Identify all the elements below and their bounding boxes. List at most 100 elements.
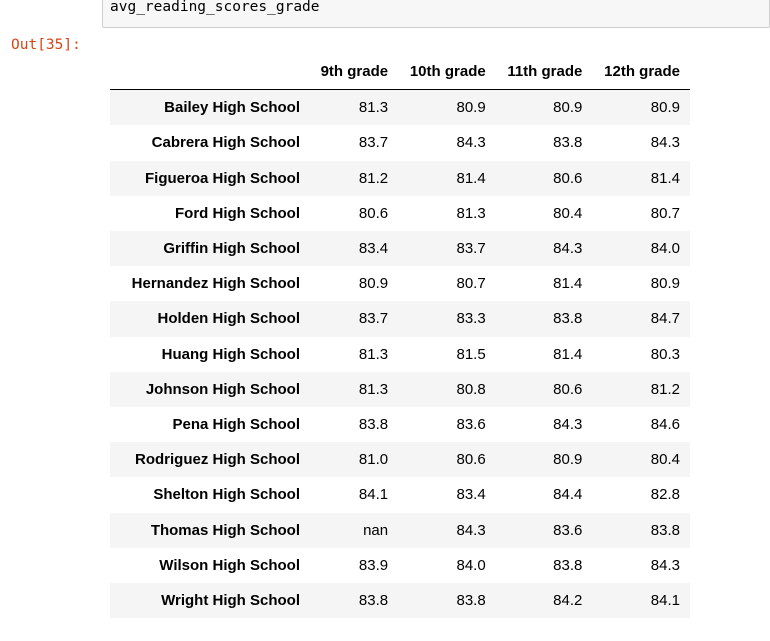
row-index-label: Wright High School bbox=[161, 592, 300, 610]
table-cell: 84.3 bbox=[553, 416, 583, 434]
table-cell: 83.8 bbox=[650, 521, 680, 539]
table-cell: 80.4 bbox=[553, 204, 583, 222]
table-cell: 81.3 bbox=[456, 204, 486, 222]
table-cell: 81.4 bbox=[553, 275, 583, 293]
table-cell: 84.3 bbox=[650, 134, 680, 152]
table-cell: 81.5 bbox=[456, 345, 486, 363]
table-row: Bailey High School 81.3 80.9 80.9 80.9 bbox=[110, 89, 690, 126]
table-cell: 80.8 bbox=[456, 380, 486, 398]
table-cell: 80.3 bbox=[650, 345, 680, 363]
table-cell: 80.6 bbox=[456, 451, 486, 469]
table-cell: 81.2 bbox=[650, 380, 680, 398]
table-row: Rodriguez High School 81.0 80.6 80.9 80.4 bbox=[110, 442, 690, 478]
table-cell: 81.3 bbox=[358, 99, 389, 117]
table-cell: 80.9 bbox=[553, 451, 583, 469]
table-cell: 81.3 bbox=[358, 345, 389, 363]
table-cell: 84.3 bbox=[456, 134, 486, 152]
input-code-text: avg_reading_scores_grade bbox=[110, 0, 320, 15]
table-row: Pena High School 83.8 83.6 84.3 84.6 bbox=[110, 407, 690, 443]
table-cell: 83.8 bbox=[358, 592, 389, 610]
table-cell: 80.9 bbox=[650, 275, 680, 293]
table-cell: 84.1 bbox=[650, 592, 680, 610]
row-index-label: Shelton High School bbox=[153, 486, 300, 504]
code-input-cell[interactable]: avg_reading_scores_grade bbox=[102, 0, 770, 28]
table-header-row: 9th grade 10th grade 11th grade 12th gra… bbox=[110, 54, 690, 91]
table-cell: 83.8 bbox=[553, 556, 583, 574]
row-index-label: Bailey High School bbox=[164, 99, 300, 117]
table-cell: 84.7 bbox=[650, 310, 680, 328]
table-cell: 83.8 bbox=[456, 592, 486, 610]
row-index-label: Holden High School bbox=[157, 310, 301, 328]
row-index-label: Thomas High School bbox=[150, 521, 300, 539]
table-cell: 80.9 bbox=[553, 99, 583, 117]
table-cell: 84.3 bbox=[456, 521, 486, 539]
output-prompt: Out[35]: bbox=[11, 37, 81, 53]
table-cell: 84.2 bbox=[553, 592, 583, 610]
table-cell: 84.3 bbox=[650, 556, 680, 574]
table-cell: 81.4 bbox=[553, 345, 583, 363]
table-cell: 83.6 bbox=[553, 521, 583, 539]
table-cell: 83.4 bbox=[456, 486, 486, 504]
table-cell: 80.7 bbox=[456, 275, 486, 293]
table-cell: 83.8 bbox=[553, 310, 583, 328]
table-row: Ford High School 80.6 81.3 80.4 80.7 bbox=[110, 195, 690, 232]
column-header: 10th grade bbox=[398, 54, 496, 91]
row-index-label: Pena High School bbox=[172, 416, 300, 434]
table-row: Shelton High School 84.1 83.4 84.4 82.8 bbox=[110, 477, 690, 513]
table-cell: 83.7 bbox=[358, 310, 389, 328]
table-cell: 80.7 bbox=[650, 204, 680, 222]
table-row: Holden High School 83.7 83.3 83.8 84.7 bbox=[110, 301, 690, 337]
table-cell: 83.7 bbox=[456, 240, 486, 258]
row-index-label: Huang High School bbox=[161, 345, 300, 363]
table-row: Cabrera High School 83.7 84.3 83.8 84.3 bbox=[110, 125, 690, 161]
row-index-label: Griffin High School bbox=[163, 240, 300, 258]
row-index-label: Figueroa High School bbox=[144, 169, 300, 187]
table-row: Huang High School 81.3 81.5 81.4 80.3 bbox=[110, 336, 690, 372]
table-cell: 80.6 bbox=[553, 169, 583, 187]
row-index-label: Hernandez High School bbox=[131, 275, 300, 293]
table-cell: 81.4 bbox=[456, 169, 486, 187]
table-row: Figueroa High School 81.2 81.4 80.6 81.4 bbox=[110, 160, 690, 196]
row-index-label: Rodriguez High School bbox=[135, 451, 300, 469]
table-row: Thomas High School nan 84.3 83.6 83.8 bbox=[110, 512, 690, 548]
table-row: Griffin High School 83.4 83.7 84.3 84.0 bbox=[110, 231, 690, 267]
table-row: Johnson High School 81.3 80.8 80.6 81.2 bbox=[110, 371, 690, 408]
table-cell: 83.6 bbox=[456, 416, 486, 434]
table-row: Wright High School 83.8 83.8 84.2 84.1 bbox=[110, 583, 690, 619]
table-cell: 80.9 bbox=[456, 99, 486, 117]
table-cell: 81.0 bbox=[358, 451, 389, 469]
index-header bbox=[110, 54, 310, 91]
table-cell: 80.4 bbox=[650, 451, 680, 469]
table-cell: 84.1 bbox=[358, 486, 389, 504]
table-cell: 84.0 bbox=[456, 556, 486, 574]
table-row: Hernandez High School 80.9 80.7 81.4 80.9 bbox=[110, 266, 690, 302]
row-index-label: Wilson High School bbox=[159, 556, 300, 574]
row-index-label: Johnson High School bbox=[145, 380, 300, 398]
table-cell: nan bbox=[363, 521, 389, 539]
table-cell: 83.8 bbox=[358, 416, 389, 434]
table-cell: 84.3 bbox=[553, 240, 583, 258]
table-cell: 80.6 bbox=[553, 380, 583, 398]
dataframe-table: 9th grade 10th grade 11th grade 12th gra… bbox=[110, 54, 690, 619]
table-cell: 80.6 bbox=[358, 204, 389, 222]
column-header: 12th grade bbox=[592, 54, 690, 91]
row-index-label: Cabrera High School bbox=[151, 134, 300, 152]
table-cell: 84.0 bbox=[650, 240, 680, 258]
table-cell: 83.8 bbox=[553, 134, 583, 152]
table-cell: 81.4 bbox=[650, 169, 680, 187]
table-cell: 82.8 bbox=[650, 486, 680, 504]
table-row: Wilson High School 83.9 84.0 83.8 84.3 bbox=[110, 547, 690, 584]
column-header: 9th grade bbox=[310, 54, 399, 91]
table-cell: 80.9 bbox=[650, 99, 680, 117]
table-cell: 81.2 bbox=[358, 169, 389, 187]
table-cell: 83.7 bbox=[358, 134, 389, 152]
column-header: 11th grade bbox=[495, 54, 593, 91]
table-cell: 83.3 bbox=[456, 310, 486, 328]
table-cell: 81.3 bbox=[358, 380, 389, 398]
table-cell: 83.9 bbox=[358, 556, 389, 574]
table-cell: 83.4 bbox=[358, 240, 389, 258]
table-cell: 84.4 bbox=[553, 486, 583, 504]
table-cell: 80.9 bbox=[358, 275, 389, 293]
table-cell: 84.6 bbox=[650, 416, 680, 434]
row-index-label: Ford High School bbox=[175, 204, 300, 222]
